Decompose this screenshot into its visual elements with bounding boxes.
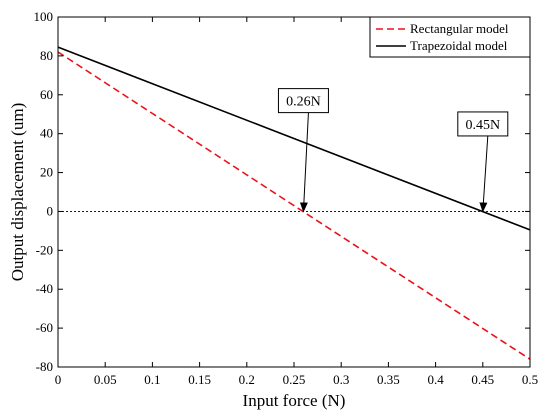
x-tick-label: 0.1 [144, 372, 160, 387]
annotation-box-1 [277, 88, 329, 114]
x-tick-label: 0.2 [239, 372, 255, 387]
annotation-arrow-1 [299, 112, 309, 213]
x-axis-label: Input force (N) [243, 391, 346, 410]
x-tick-label: 0.05 [94, 372, 117, 387]
legend-box [369, 16, 531, 58]
x-tick-label: 0.5 [522, 372, 538, 387]
x-tick-label: 0.4 [427, 372, 444, 387]
axis-ticks: 0 0.05 0.1 0.15 0.2 0.25 0.3 0.35 0.4 0.45 0.5 -80 -… [34, 9, 539, 387]
plot-area [57, 16, 531, 368]
x-tick-label: 0.45 [471, 372, 494, 387]
x-tick-label: 0.35 [377, 372, 400, 387]
x-tick-label: 0 [55, 372, 62, 387]
y-tick-label: 60 [40, 87, 53, 102]
y-axis-label: Output displacement (um) [8, 103, 27, 281]
series-line-1 [57, 51, 531, 360]
y-tick-label: 40 [40, 126, 53, 141]
x-tick-label: 0.25 [283, 372, 306, 387]
legend: Rectangular model Trapezoidal model [369, 16, 531, 58]
axes-frame [57, 16, 531, 368]
series-line-2 [57, 46, 531, 231]
y-tick-label: -20 [36, 242, 53, 257]
annotation-label-2: 0.45N [465, 118, 500, 133]
annotations: 0.26N 0.45N [277, 88, 509, 213]
y-tick-label: 20 [40, 165, 53, 180]
annotation-box-2 [457, 111, 509, 137]
y-tick-label: -40 [36, 281, 53, 296]
x-tick-label: 0.15 [188, 372, 211, 387]
y-tick-label: 80 [40, 48, 53, 63]
legend-label-2: Trapezoidal model [410, 38, 508, 53]
y-tick-label: -80 [36, 359, 53, 374]
x-tick-label: 0.3 [333, 372, 349, 387]
annotation-arrow-2 [479, 135, 489, 213]
y-tick-label: 0 [47, 203, 54, 218]
y-tick-label: -60 [36, 320, 53, 335]
y-tick-label: 100 [34, 9, 54, 24]
legend-label-1: Rectangular model [410, 21, 509, 36]
annotation-label-1: 0.26N [286, 95, 321, 110]
